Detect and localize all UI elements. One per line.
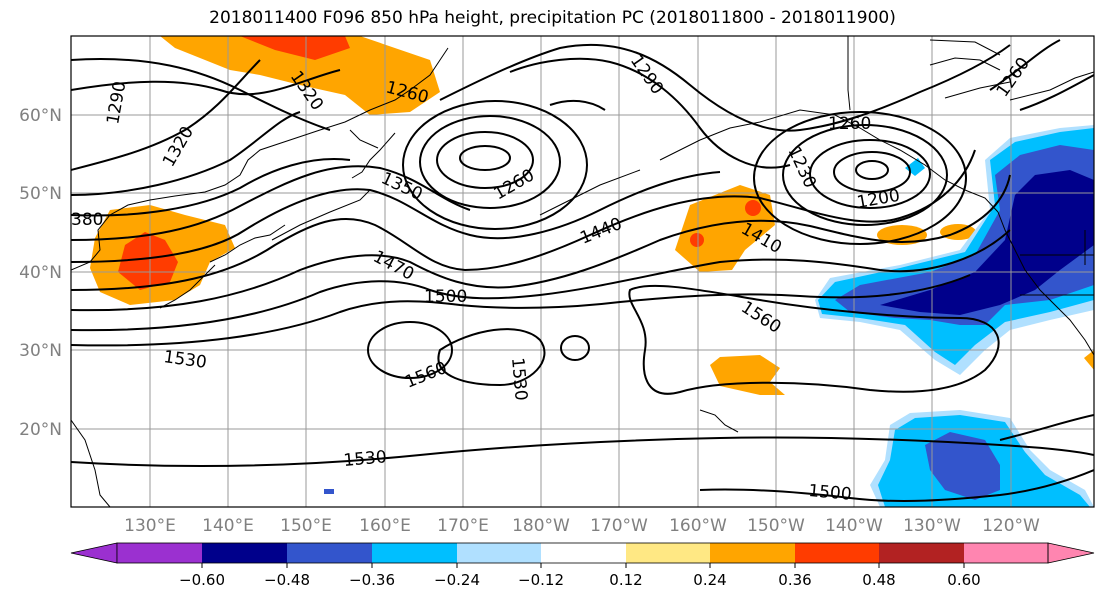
contour-label: 1500 [424,287,467,307]
anomaly-area-gulf-a [877,225,927,245]
contour-label: 1530 [507,357,531,402]
colorbar-tick-label: −0.24 [434,571,480,589]
colorbar-segment [795,543,879,563]
anomaly-area-neg-south-strong [925,432,1000,500]
colorbar-segment [372,543,457,563]
contour-label: 380 [71,210,103,230]
colorbar-frame [116,542,1049,564]
contour-label: 1500 [808,481,853,505]
colorbar-segment [541,543,626,563]
map-frame [70,35,1095,508]
latitude-labels: 60°N 50°N 40°N 30°N 20°N [19,106,62,440]
colorbar-extend-high [1047,542,1095,564]
colorbar-tick-label: 0.60 [947,571,980,589]
colorbar-extend-low [70,542,118,564]
lon-label: 130°W [903,516,961,536]
lat-label: 20°N [19,420,62,440]
colorbar-segment [457,543,541,563]
lon-label: 150°E [280,516,332,536]
lon-label: 150°W [747,516,805,536]
map-panel: 1290 1320 1320 1260 1290 1260 1350 1260 … [71,36,1094,507]
colorbar-segment [879,543,964,563]
colorbar-tick-label: 0.24 [693,571,726,589]
anomaly-area-japan-core [118,232,178,290]
lon-label: 180°W [512,516,570,536]
lon-label: 140°W [825,516,883,536]
contour-label: 1260 [828,114,871,134]
graticule [71,36,1094,507]
colorbar-ticks [201,563,965,568]
colorbar-tick-label: −0.60 [179,571,225,589]
anomaly-dot-a [745,200,761,216]
colorbar-segment [626,543,710,563]
contour-label: 1530 [343,447,388,471]
colorbar-tick-label: −0.12 [518,571,564,589]
lat-label: 60°N [19,106,62,126]
colorbar-segment [287,543,372,563]
lon-label: 130°E [124,516,176,536]
longitude-labels: 130°E 140°E 150°E 160°E 170°E 180°W 170°… [124,516,1040,536]
colorbar-segment [964,543,1048,563]
lon-label: 170°E [437,516,489,536]
colorbar-segment [202,543,287,563]
height-contours [71,39,1094,502]
anomaly-area-siberia-core [240,36,350,60]
lat-label: 40°N [19,263,62,283]
colorbar-tick-label: −0.36 [349,571,395,589]
anomaly-area-baja [1084,350,1094,370]
colorbar-tick-label: −0.48 [264,571,310,589]
lat-label: 50°N [19,184,62,204]
anomaly-dot-b [690,233,704,247]
anomaly-area-siberia [160,36,440,115]
lon-label: 170°W [590,516,648,536]
colorbar-segment [117,543,202,563]
lat-label: 30°N [19,341,62,361]
precip-negative-areas [324,125,1094,507]
colorbar-tick-label: 0.12 [609,571,642,589]
lon-label: 160°W [669,516,727,536]
lon-label: 160°E [359,516,411,536]
anomaly-area-neg-west-coast-xstrong [880,170,1094,315]
map-title: 2018011400 F096 850 hPa height, precipit… [209,8,896,28]
anomaly-area-neg-tiny [324,489,334,494]
colorbar-segment [710,543,795,563]
coastlines [71,36,1094,507]
colorbar: −0.60 −0.48 −0.36 −0.24 −0.12 0.12 0.24 … [70,542,1095,589]
lon-label: 120°W [982,516,1040,536]
colorbar-tick-label: 0.48 [862,571,895,589]
lon-label: 140°E [202,516,254,536]
colorbar-tick-label: 0.36 [778,571,811,589]
